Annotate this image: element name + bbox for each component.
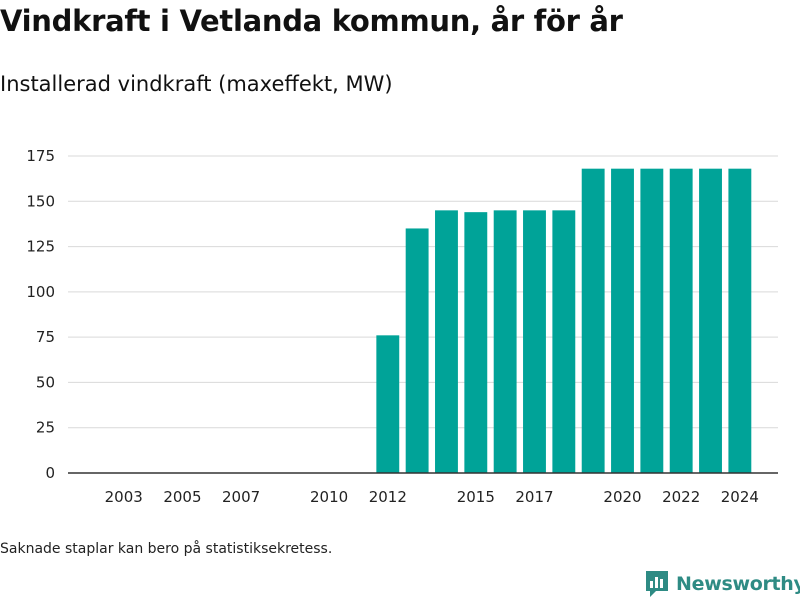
bar-2017[interactable] bbox=[523, 210, 546, 474]
brand-logo[interactable]: Newsworthy bbox=[644, 569, 800, 599]
x-tick-label: 2020 bbox=[603, 488, 641, 506]
y-tick-label: 100 bbox=[26, 283, 55, 301]
bar-2024[interactable] bbox=[728, 168, 752, 473]
bar-2012[interactable] bbox=[376, 335, 400, 473]
x-tick-labels: 2003 2005 2007 2010 2012 2015 2017 2020 2022 2024 bbox=[105, 488, 759, 506]
bar-2015[interactable] bbox=[464, 212, 488, 473]
x-tick-label: 2022 bbox=[662, 488, 700, 506]
y-tick-label: 25 bbox=[36, 419, 55, 437]
x-tick-label: 2017 bbox=[515, 488, 553, 506]
x-tick-label: 2010 bbox=[310, 488, 348, 506]
chart-title: Vindkraft i Vetlanda kommun, år för år bbox=[0, 4, 623, 38]
bar-2013[interactable] bbox=[405, 228, 429, 473]
y-tick-labels: 0 25 50 75 100 125 150 175 bbox=[26, 147, 55, 482]
x-tick-label: 2007 bbox=[222, 488, 260, 506]
bar-2021[interactable] bbox=[640, 168, 664, 473]
bar-2016[interactable] bbox=[493, 210, 517, 474]
y-tick-label: 50 bbox=[36, 373, 55, 391]
y-tick-label: 175 bbox=[26, 147, 55, 165]
y-tick-label: 0 bbox=[45, 464, 55, 482]
x-tick-label: 2005 bbox=[163, 488, 201, 506]
footnote: Saknade staplar kan bero på statistiksek… bbox=[0, 541, 333, 557]
bar-chart: 0 25 50 75 100 125 150 175 2003 2005 2007 2010 2012… bbox=[26, 147, 778, 506]
x-tick-label: 2015 bbox=[457, 488, 495, 506]
y-tick-label: 125 bbox=[26, 238, 55, 256]
chart-subtitle: Installerad vindkraft (maxeffekt, MW) bbox=[0, 72, 393, 96]
bar-2018[interactable] bbox=[552, 210, 576, 474]
x-tick-label: 2012 bbox=[369, 488, 407, 506]
newsworthy-logo-icon bbox=[646, 571, 668, 597]
bar-2019[interactable] bbox=[581, 168, 605, 473]
x-tick-label: 2003 bbox=[105, 488, 143, 506]
bar-2023[interactable] bbox=[699, 168, 722, 473]
x-tick-label: 2024 bbox=[721, 488, 759, 506]
y-tick-label: 75 bbox=[36, 328, 55, 346]
bar-2022[interactable] bbox=[669, 168, 693, 473]
bars bbox=[376, 168, 752, 474]
brand-name: Newsworthy bbox=[676, 573, 800, 595]
y-tick-label: 150 bbox=[26, 192, 55, 210]
bar-2014[interactable] bbox=[435, 210, 458, 474]
bar-2020[interactable] bbox=[611, 168, 634, 473]
